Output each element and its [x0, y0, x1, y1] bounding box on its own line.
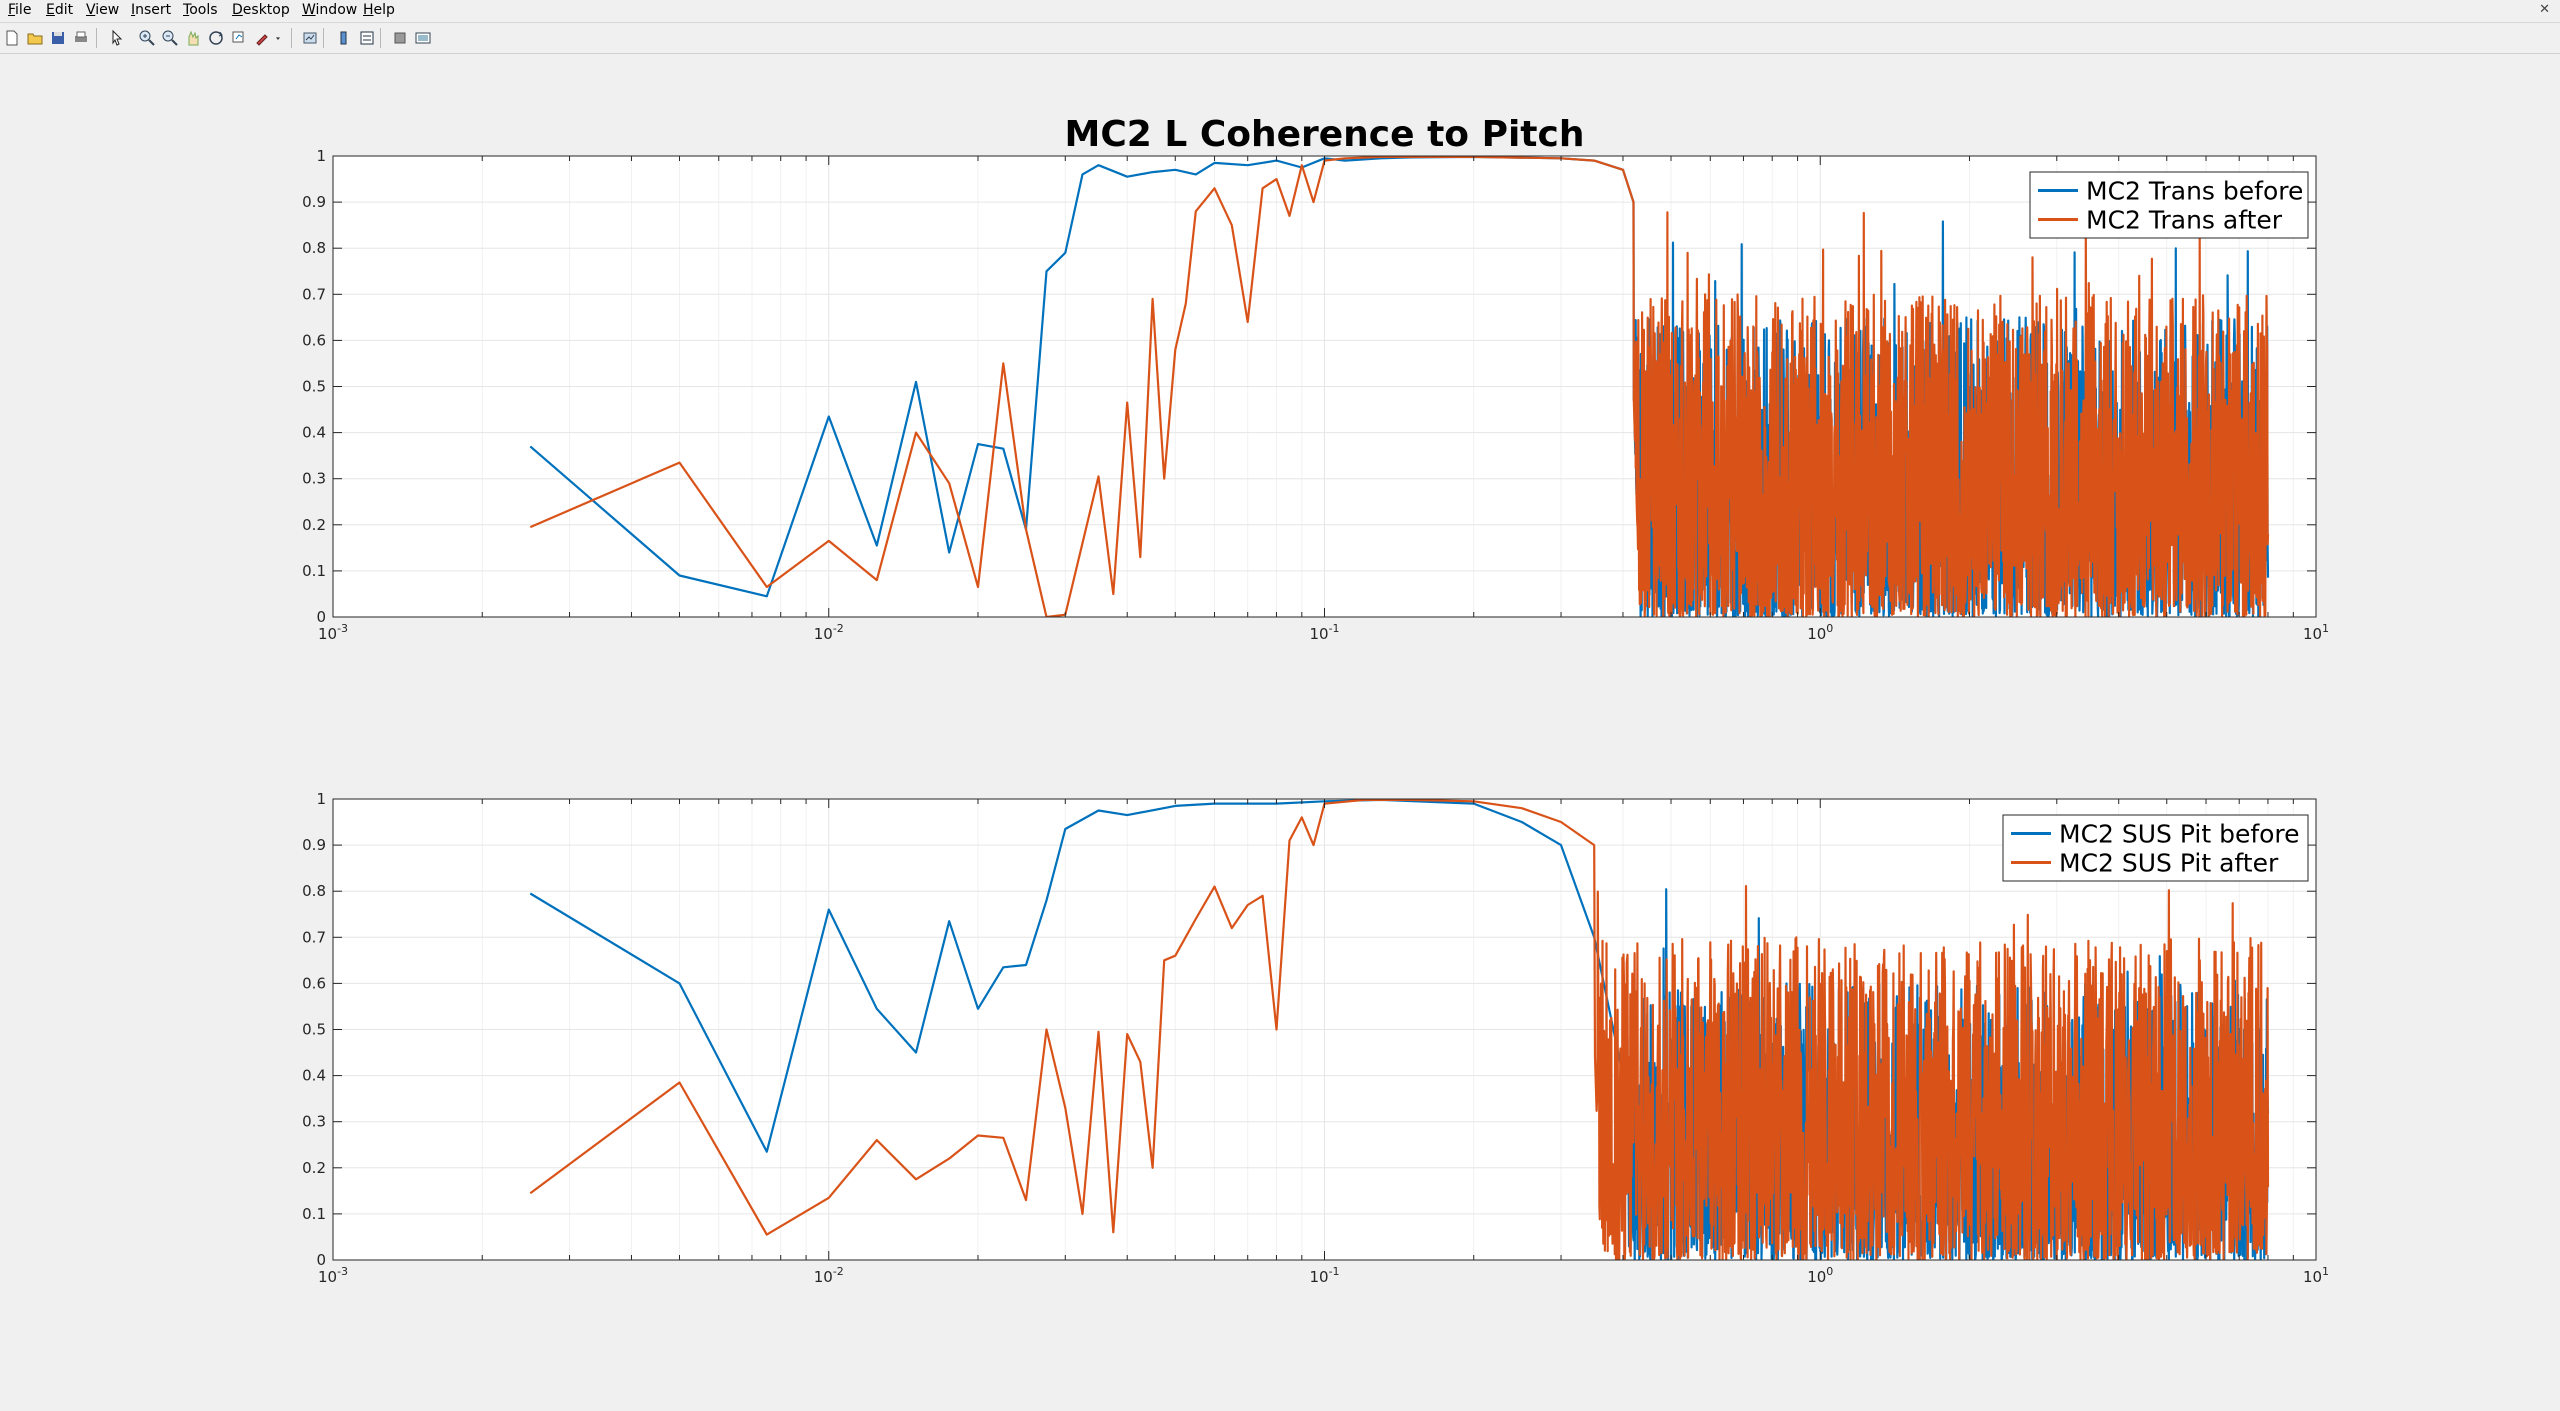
show-plot-tools-icon[interactable] — [412, 27, 434, 49]
figure-toolbar — [0, 23, 2560, 54]
y-tick-label: 0 — [316, 608, 326, 626]
x-tick-label: 10-1 — [1309, 1265, 1339, 1286]
hide-plot-tools-icon[interactable] — [389, 27, 411, 49]
data-cursor-icon[interactable] — [228, 27, 250, 49]
menu-desktop[interactable]: Desktop — [232, 2, 290, 18]
y-tick-label: 1 — [316, 790, 326, 808]
colorbar-icon[interactable] — [333, 27, 355, 49]
x-tick-label: 101 — [2303, 622, 2329, 643]
y-tick-label: 0.7 — [302, 285, 326, 303]
y-tick-label: 0.1 — [302, 1205, 326, 1223]
y-tick-label: 0.3 — [302, 470, 326, 488]
save-icon[interactable] — [47, 27, 69, 49]
print-icon[interactable] — [70, 27, 92, 49]
axes-2: 10-3 10-2 10-1 100 101 0 0.1 0.2 0.3 0.4 0.5 0.6 0.7… — [302, 790, 2329, 1286]
pointer-icon[interactable] — [106, 27, 128, 49]
figure-canvas: 10-3 10-2 10-1 100 10100.10.20.30.40.50.60.7… — [302, 114, 2329, 1286]
menu-view[interactable]: View — [86, 2, 120, 18]
y-tick-label: 0.6 — [302, 331, 326, 349]
legend-entry: MC2 SUS Pit after — [2059, 849, 2279, 878]
toolbar-separator — [291, 28, 292, 48]
x-tick-label: 10-3 — [318, 622, 348, 643]
brush-icon[interactable] — [251, 27, 273, 49]
zoom-in-icon[interactable] — [136, 27, 158, 49]
toolbar-separator — [323, 28, 324, 48]
y-tick-label: 0.3 — [302, 1113, 326, 1131]
legend-entry: MC2 Trans after — [2086, 206, 2283, 235]
legend-entry: MC2 SUS Pit before — [2059, 820, 2300, 849]
y-tick-label: 0.2 — [302, 1159, 326, 1177]
x-tick-label: 100 — [1807, 1265, 1833, 1286]
x-tick-label: 10-2 — [814, 622, 844, 643]
x-tick-label: 100 — [1807, 622, 1833, 643]
zoom-out-icon[interactable] — [159, 27, 181, 49]
y-tick-label: 1 — [316, 147, 326, 165]
y-tick-label: 0.8 — [302, 239, 326, 257]
menu-help[interactable]: Help — [363, 2, 395, 18]
close-icon[interactable]: ✕ — [2539, 2, 2550, 17]
toolbar-separator — [380, 28, 381, 48]
x-tick-label: 101 — [2303, 1265, 2329, 1286]
menu-window[interactable]: Window — [302, 2, 358, 18]
y-tick-label: 0.9 — [302, 836, 326, 854]
toolbar-separator — [96, 28, 97, 48]
y-tick-label: 0.8 — [302, 882, 326, 900]
y-tick-label: 0 — [316, 1251, 326, 1269]
legend-box — [2002, 814, 2309, 882]
y-tick-label: 0.1 — [302, 562, 326, 580]
menu-edit[interactable]: Edit — [46, 2, 74, 18]
y-tick-label: 0.5 — [302, 378, 326, 396]
open-file-icon[interactable] — [24, 27, 46, 49]
y-tick-label: 0.2 — [302, 516, 326, 534]
x-tick-label: 10-3 — [318, 1265, 348, 1286]
menu-bar: File Edit View Insert Tools Desktop Window Help — [0, 0, 2560, 23]
y-tick-label: 0.9 — [302, 193, 326, 211]
menu-insert[interactable]: Insert — [131, 2, 172, 18]
series-line-mc2-trans-after — [529, 156, 2270, 617]
rotate-icon[interactable] — [205, 27, 227, 49]
y-tick-label: 0.5 — [302, 1021, 326, 1039]
legend-box — [2029, 171, 2309, 239]
x-tick-label: 10-1 — [1309, 622, 1339, 643]
new-figure-icon[interactable] — [1, 27, 23, 49]
legend-entry: MC2 Trans before — [2086, 177, 2303, 206]
x-tick-label: 10-2 — [814, 1265, 844, 1286]
legend-icon[interactable] — [356, 27, 378, 49]
menu-file[interactable]: File — [8, 2, 32, 18]
y-tick-label: 0.6 — [302, 974, 326, 992]
pan-icon[interactable] — [182, 27, 204, 49]
menu-tools[interactable]: Tools — [183, 2, 218, 18]
brush-dropdown-icon[interactable] — [272, 27, 284, 49]
chart-title: MC2 L Coherence to Pitch — [1065, 114, 1585, 155]
y-tick-label: 0.7 — [302, 928, 326, 946]
axes-1: 10-3 10-2 10-1 100 101 0 0.1 0.2 0.3 0.4 0.5 0.6 0.7… — [302, 114, 2329, 643]
link-plot-icon[interactable] — [299, 27, 321, 49]
y-tick-label: 0.4 — [302, 424, 326, 442]
series-line-mc2-sus-pit-after — [529, 799, 2270, 1260]
y-tick-label: 0.4 — [302, 1067, 326, 1085]
